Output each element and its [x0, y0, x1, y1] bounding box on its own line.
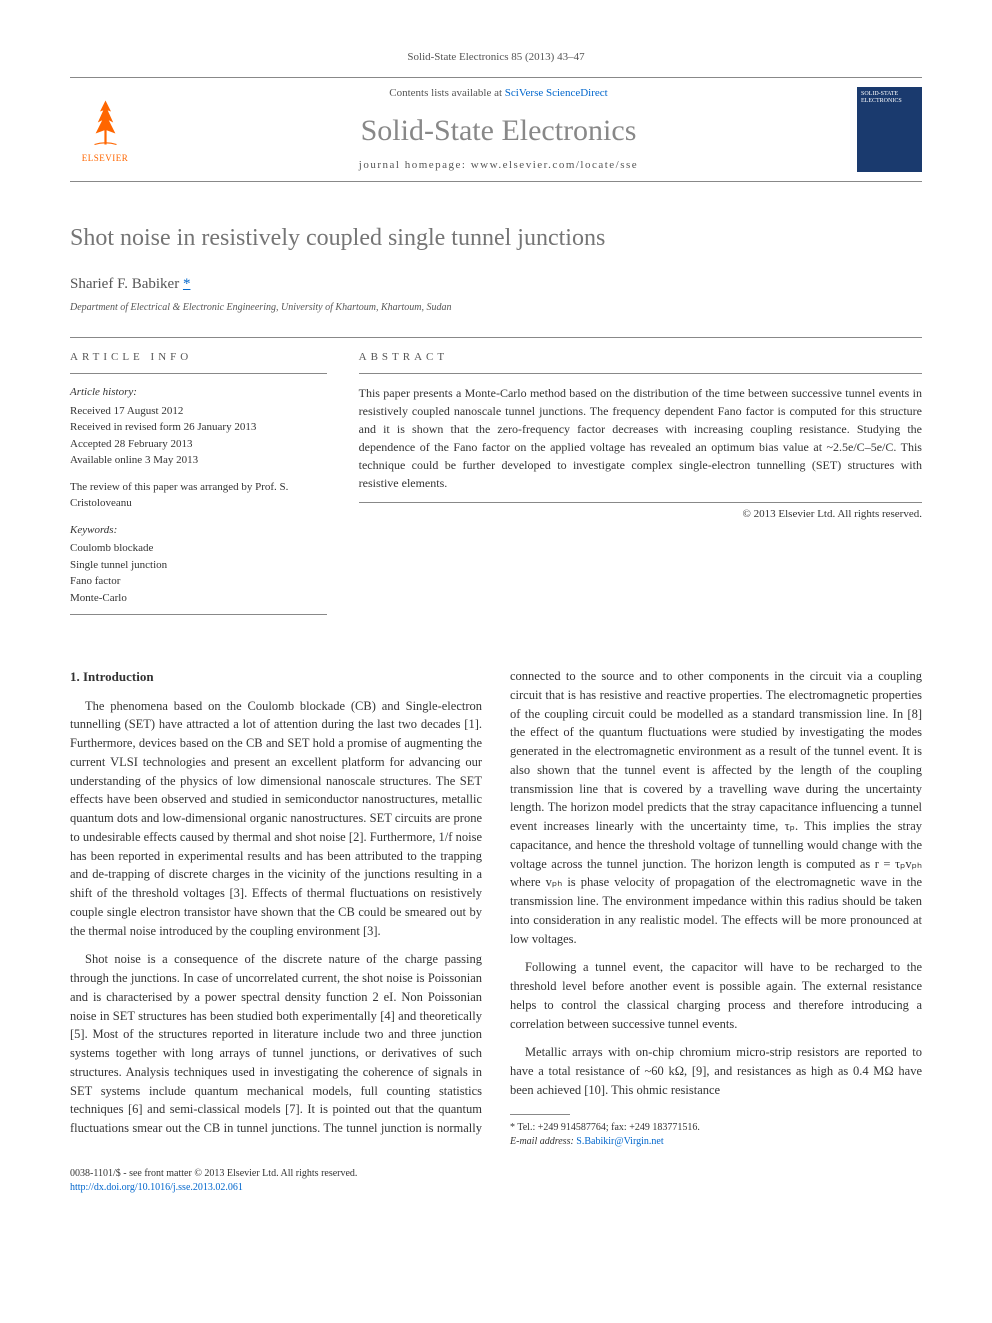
email-label: E-mail address: [510, 1136, 574, 1147]
front-matter-line: 0038-1101/$ - see front matter © 2013 El… [70, 1167, 357, 1181]
abstract-text: This paper presents a Monte-Carlo method… [359, 384, 922, 503]
corresponding-author-footnote: * Tel.: +249 914587764; fax: +249 183771… [510, 1121, 922, 1149]
history-revised: Received in revised form 26 January 2013 [70, 419, 327, 436]
article-body: 1. Introduction The phenomena based on t… [70, 667, 922, 1149]
body-paragraph: Metallic arrays with on-chip chromium mi… [510, 1043, 922, 1099]
page-footer: 0038-1101/$ - see front matter © 2013 El… [70, 1167, 922, 1195]
article-info-header: ARTICLE INFO [70, 350, 327, 374]
homepage-prefix: journal homepage: [359, 159, 471, 171]
footnote-separator [510, 1114, 570, 1115]
history-online: Available online 3 May 2013 [70, 452, 327, 469]
contents-prefix: Contents lists available at [389, 87, 504, 99]
section-heading: 1. Introduction [70, 667, 482, 687]
author-name: Sharief F. Babiker * [70, 274, 922, 295]
cover-title: SOLID-STATE ELECTRONICS [861, 91, 918, 104]
journal-masthead: ELSEVIER Contents lists available at Sci… [70, 77, 922, 182]
journal-name: Solid-State Electronics [140, 110, 857, 152]
author-contact: * Tel.: +249 914587764; fax: +249 183771… [510, 1121, 922, 1135]
journal-cover-thumbnail: SOLID-STATE ELECTRONICS [857, 87, 922, 172]
article-title: Shot noise in resistively coupled single… [70, 222, 922, 256]
keywords-label: Keywords: [70, 522, 327, 539]
author-email-link[interactable]: S.Babikir@Virgin.net [576, 1136, 663, 1147]
body-paragraph: Following a tunnel event, the capacitor … [510, 958, 922, 1033]
keyword: Monte-Carlo [70, 590, 327, 607]
history-label: Article history: [70, 384, 327, 401]
author-text: Sharief F. Babiker [70, 276, 179, 292]
history-received: Received 17 August 2012 [70, 403, 327, 420]
body-paragraph: The phenomena based on the Coulomb block… [70, 697, 482, 941]
elsevier-tree-icon [78, 95, 133, 150]
homepage-url[interactable]: www.elsevier.com/locate/sse [471, 159, 638, 171]
publisher-name: ELSEVIER [82, 152, 129, 165]
section-number: 1. [70, 669, 80, 684]
corresponding-author-mark[interactable]: * [183, 276, 191, 292]
keyword: Fano factor [70, 573, 327, 590]
history-accepted: Accepted 28 February 2013 [70, 436, 327, 453]
keyword: Single tunnel junction [70, 557, 327, 574]
sciencedirect-link[interactable]: SciVerse ScienceDirect [505, 87, 608, 99]
keyword: Coulomb blockade [70, 540, 327, 557]
review-note: The review of this paper was arranged by… [70, 479, 327, 512]
doi-link[interactable]: http://dx.doi.org/10.1016/j.sse.2013.02.… [70, 1182, 243, 1193]
section-title: Introduction [83, 669, 154, 684]
author-affiliation: Department of Electrical & Electronic En… [70, 301, 922, 315]
citation-header: Solid-State Electronics 85 (2013) 43–47 [70, 50, 922, 65]
publisher-logo: ELSEVIER [70, 95, 140, 165]
contents-line: Contents lists available at SciVerse Sci… [140, 86, 857, 101]
abstract-copyright: © 2013 Elsevier Ltd. All rights reserved… [359, 507, 922, 522]
journal-homepage: journal homepage: www.elsevier.com/locat… [140, 158, 857, 173]
abstract-header: ABSTRACT [359, 350, 922, 374]
